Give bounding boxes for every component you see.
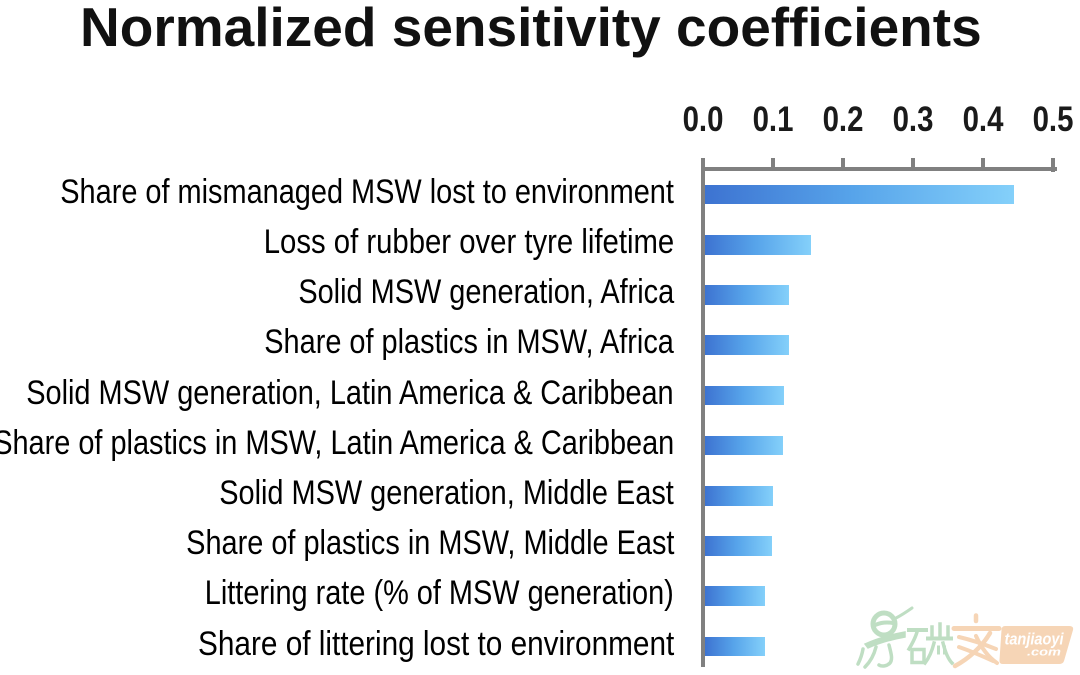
svg-text:.com: .com bbox=[1027, 647, 1061, 659]
svg-text:tanjiaoyi: tanjiaoyi bbox=[1005, 630, 1065, 649]
